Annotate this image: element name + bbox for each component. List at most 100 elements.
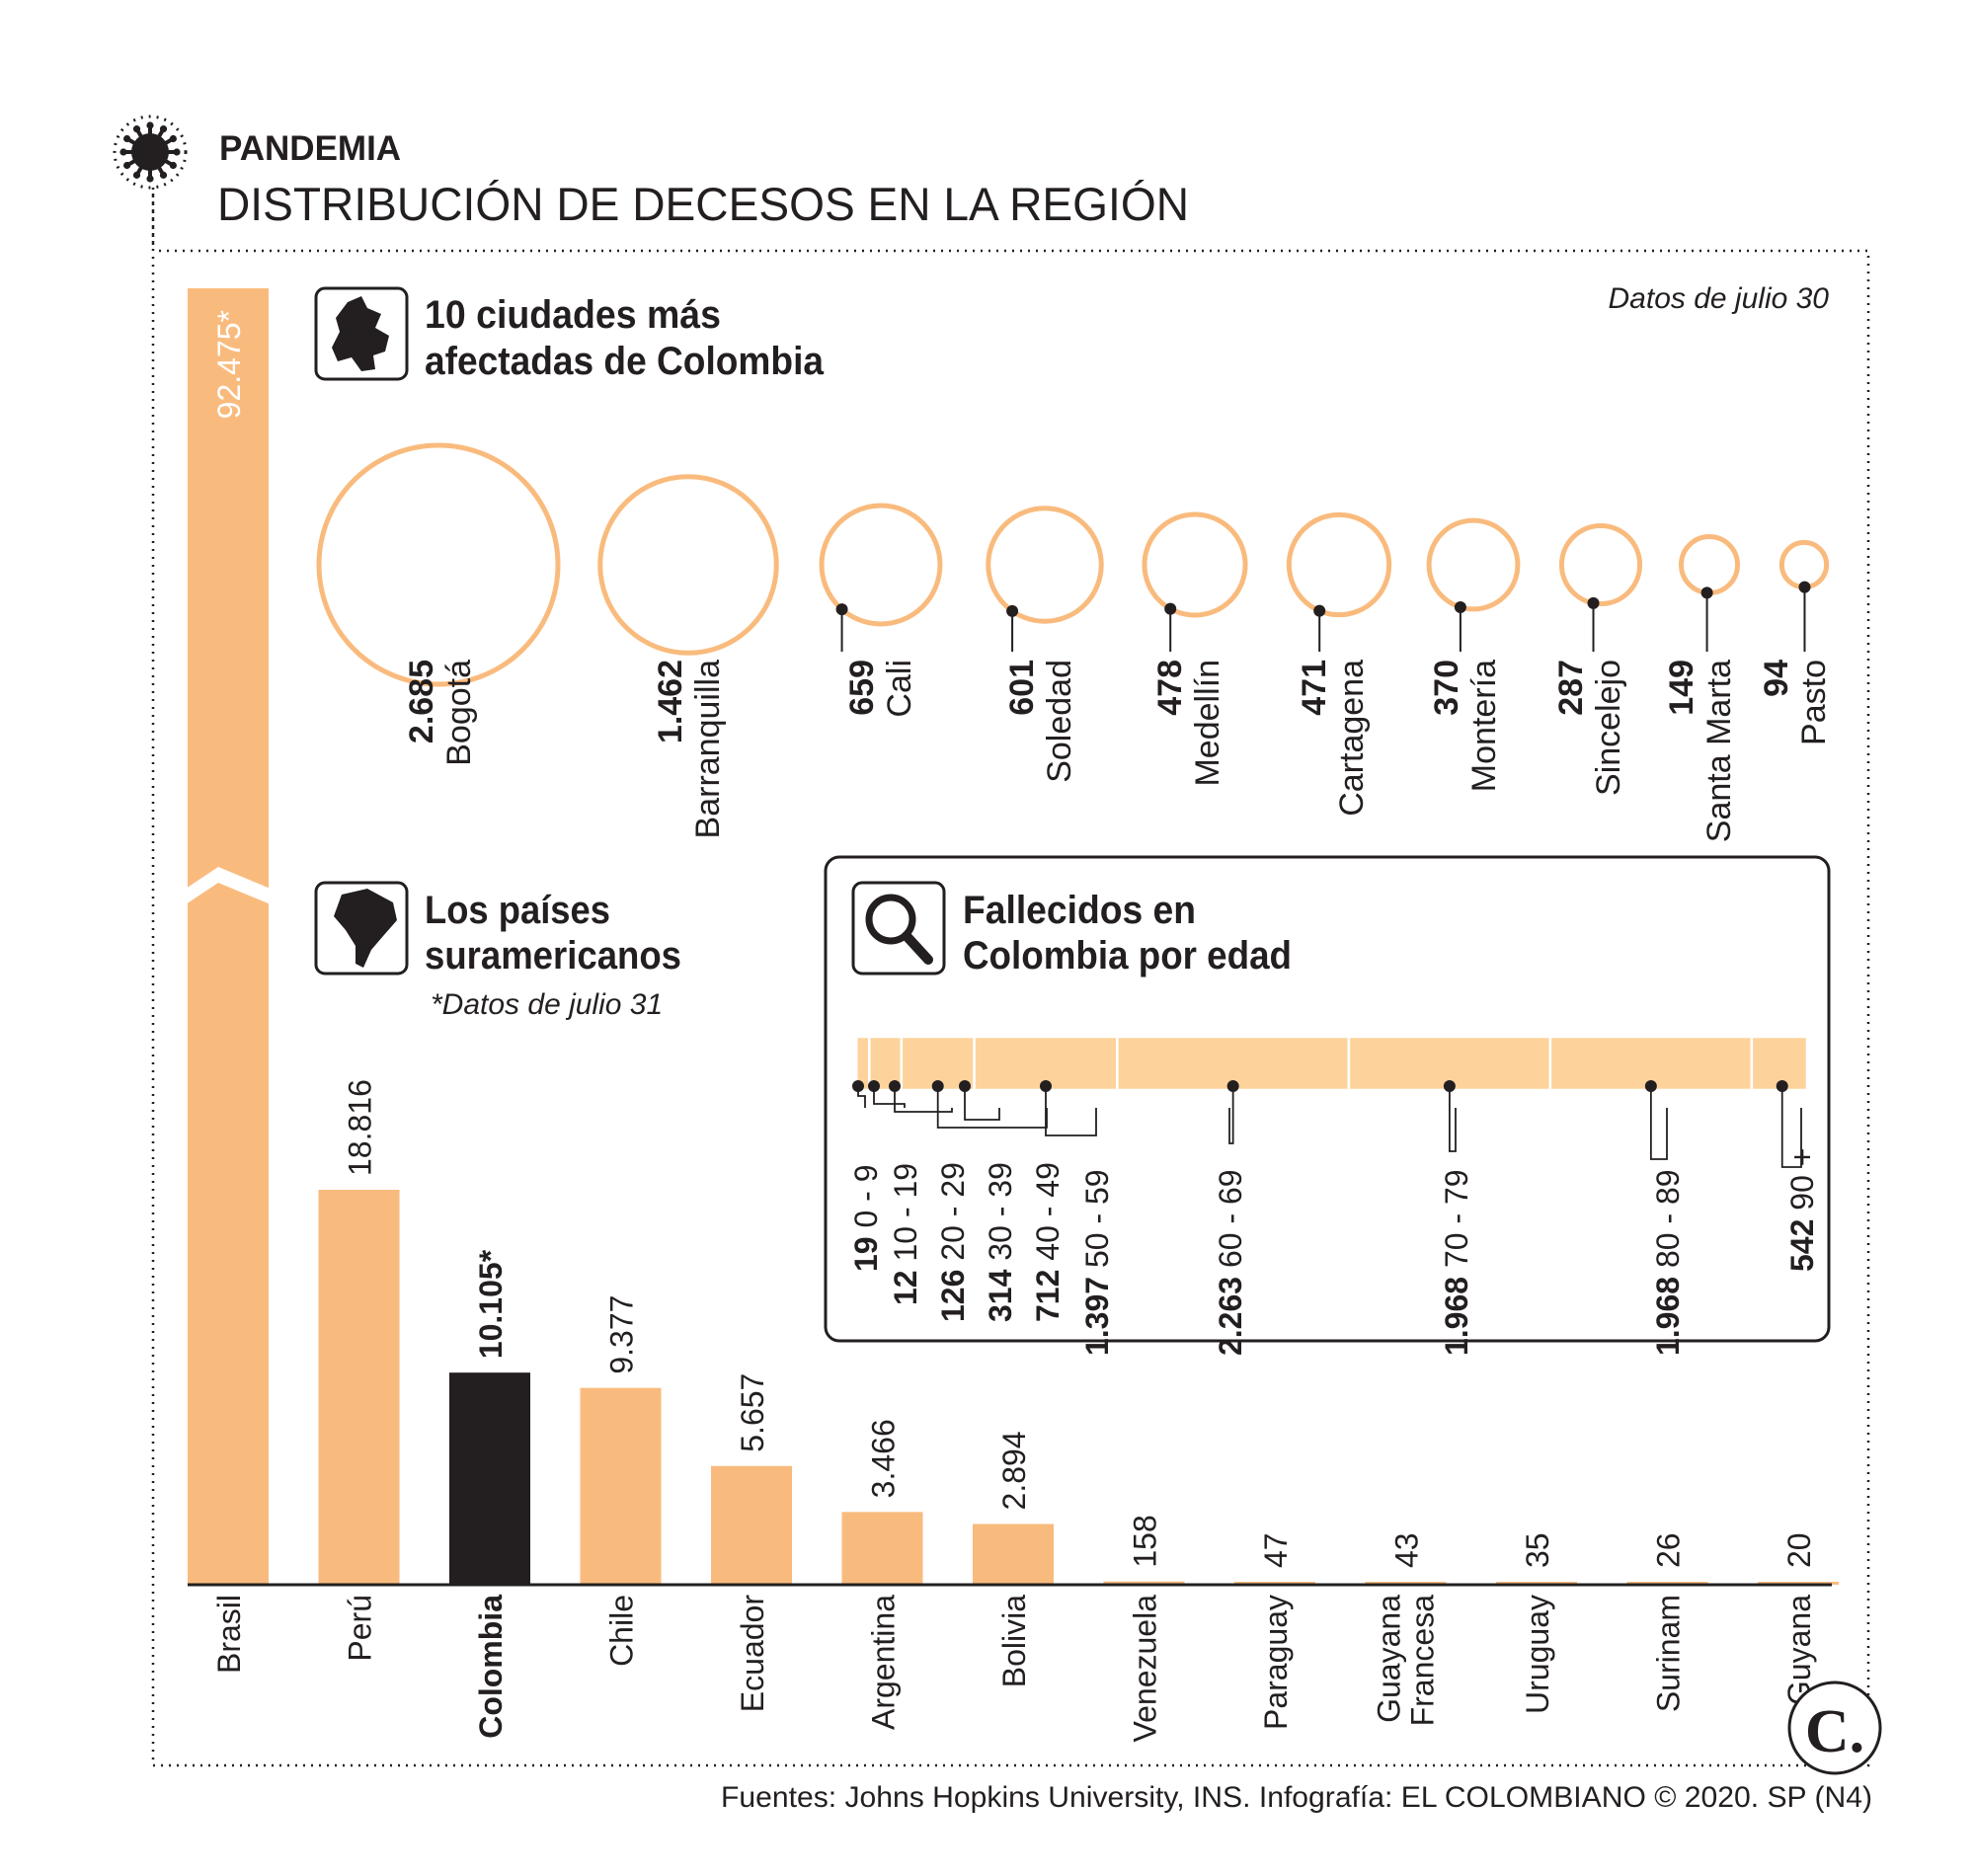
bar-value-guayana-francesa: 43 <box>1389 1532 1425 1568</box>
age-leader-10-19 <box>873 1086 906 1108</box>
age-leader-40-49 <box>936 1086 1048 1129</box>
age-label-70-79: 1.968 70 - 79 <box>1439 1169 1474 1356</box>
bar-brasil <box>188 288 269 1585</box>
bubble-value-cali: 659 <box>843 660 881 716</box>
age-range-0-9: 0 - 9 <box>848 1164 884 1227</box>
countries-bar-chart: 92.475* Brasil 18.816 Perú 10.105* Colombia 9.… <box>186 288 1839 1742</box>
age-title-line2: Colombia por edad <box>963 934 1292 977</box>
virus-spike-tip <box>146 121 154 129</box>
bar-value-colombia: 10.105* <box>473 1249 509 1359</box>
virus-ring <box>113 115 188 190</box>
age-range-80-89: 80 - 89 <box>1650 1169 1686 1268</box>
page-title: DISTRIBUCIÓN DE DECESOS EN LA REGIÓN <box>217 178 1189 230</box>
bar-label-paraguay: Paraguay <box>1258 1595 1294 1730</box>
age-label-0-9: 19 0 - 9 <box>848 1164 884 1272</box>
bar-label-chile: Chile <box>604 1595 640 1667</box>
age-range-70-79: 70 - 79 <box>1439 1169 1474 1268</box>
age-leader-30-39 <box>964 1086 1000 1121</box>
el-colombiano-logo: C. <box>1787 1681 1882 1775</box>
bar-value-uruguay: 35 <box>1520 1532 1555 1568</box>
bar-label-uruguay: Uruguay <box>1520 1595 1555 1714</box>
bubble-cartagena <box>1286 511 1392 618</box>
virus-core <box>131 133 169 171</box>
age-range-90: 90 + <box>1784 1148 1820 1211</box>
bar-peru <box>318 1190 400 1585</box>
virus-spike-tip <box>159 171 168 179</box>
bubble-medellin <box>1142 511 1248 618</box>
bar-label-guayana-francesa-line1: Guayana <box>1372 1595 1407 1723</box>
bubble-label-barranquilla: Barranquilla <box>689 660 727 839</box>
bar-value-peru: 18.816 <box>343 1079 378 1176</box>
age-leader-80-89 <box>1649 1086 1668 1160</box>
bubble-label-sincelejo: Sincelejo <box>1590 660 1627 796</box>
bubble-label-medellin: Medellín <box>1189 660 1226 787</box>
frame-border <box>151 194 1870 1767</box>
bar-label-surinam: Surinam <box>1651 1595 1687 1712</box>
bar-label-bolivia: Bolivia <box>996 1595 1032 1687</box>
countries-title-line2: suramericanos <box>425 934 681 977</box>
bubble-value-monteria: 370 <box>1428 660 1465 716</box>
age-range-10-19: 10 - 19 <box>888 1163 923 1262</box>
magnifier-icon <box>865 894 933 965</box>
bubble-value-soledad: 601 <box>1003 660 1041 716</box>
age-leader-90 <box>1780 1086 1802 1168</box>
bubble-value-barranquilla: 1.462 <box>652 660 689 743</box>
bubble-label-monteria: Montería <box>1465 660 1503 792</box>
virus-spike-tip <box>169 134 177 143</box>
bubble-label-bogota: Bogotá <box>440 660 478 766</box>
bar-label-ecuador: Ecuador <box>735 1595 770 1713</box>
age-title-line1: Fallecidos en <box>963 889 1196 932</box>
bubble-label-pasto: Pasto <box>1795 660 1833 745</box>
bar-value-ecuador: 5.657 <box>735 1373 770 1452</box>
cities-date-note: Datos de julio 30 <box>1609 282 1830 315</box>
age-leader-70-79 <box>1448 1086 1457 1152</box>
age-label-30-39: 314 30 - 39 <box>983 1162 1018 1322</box>
age-value-80-89: 1.968 <box>1650 1268 1686 1356</box>
age-value-60-69: 2.263 <box>1213 1268 1248 1356</box>
virus-spike-tip <box>159 125 168 133</box>
bar-bolivia <box>973 1524 1054 1585</box>
bubble-cali <box>819 503 943 627</box>
bubble-monteria <box>1426 517 1521 612</box>
bar-label-guyana: Guyana <box>1781 1595 1817 1705</box>
bar-label-brasil: Brasil <box>211 1595 247 1674</box>
bar-value-bolivia: 2.894 <box>996 1431 1032 1510</box>
bubble-bogota <box>316 442 561 687</box>
age-label-60-69: 2.263 60 - 69 <box>1213 1169 1248 1356</box>
bar-argentina <box>841 1512 923 1585</box>
colombia-map-icon <box>332 296 389 371</box>
virus-spike-tip <box>146 175 154 183</box>
bar-value-brasil: 92.475* <box>211 310 247 419</box>
bar-value-argentina: 3.466 <box>866 1419 902 1498</box>
bubble-value-sincelejo: 287 <box>1552 660 1590 716</box>
age-value-70-79: 1.968 <box>1439 1268 1474 1356</box>
virus-spike-tip <box>169 161 177 170</box>
bubble-value-cartagena: 471 <box>1296 660 1333 716</box>
cities-title-line2: afectadas de Colombia <box>425 340 825 383</box>
bubble-soledad <box>986 506 1104 624</box>
bar-value-venezuela: 158 <box>1128 1515 1163 1567</box>
bar-venezuela <box>1103 1581 1185 1585</box>
bubble-santa-marta <box>1678 533 1741 596</box>
bar-axis-break <box>186 867 271 904</box>
bubble-sincelejo <box>1558 522 1643 607</box>
bubble-value-santa-marta: 149 <box>1663 660 1700 716</box>
age-range-60-69: 60 - 69 <box>1213 1169 1248 1268</box>
bubble-label-santa-marta: Santa Marta <box>1700 660 1738 842</box>
age-panel <box>824 855 1831 1343</box>
age-leader-0-9 <box>857 1086 866 1108</box>
bubble-pasto <box>1778 539 1830 590</box>
virus-spike-tip <box>132 171 141 179</box>
countries-title-line1: Los países <box>425 889 610 932</box>
virus-spike-tip <box>132 125 141 133</box>
age-leader-60-69 <box>1228 1086 1234 1144</box>
section-label: PANDEMIA <box>219 129 401 168</box>
bubble-value-bogota: 2.685 <box>403 660 440 743</box>
bar-label-argentina: Argentina <box>866 1595 902 1730</box>
age-leader-20-29 <box>894 1086 953 1113</box>
age-segment-60-69 <box>1116 1035 1351 1092</box>
bar-label-colombia: Colombia <box>473 1595 509 1739</box>
virus-icon <box>113 115 188 251</box>
cities-title-line1: 10 ciudades más <box>425 293 721 337</box>
